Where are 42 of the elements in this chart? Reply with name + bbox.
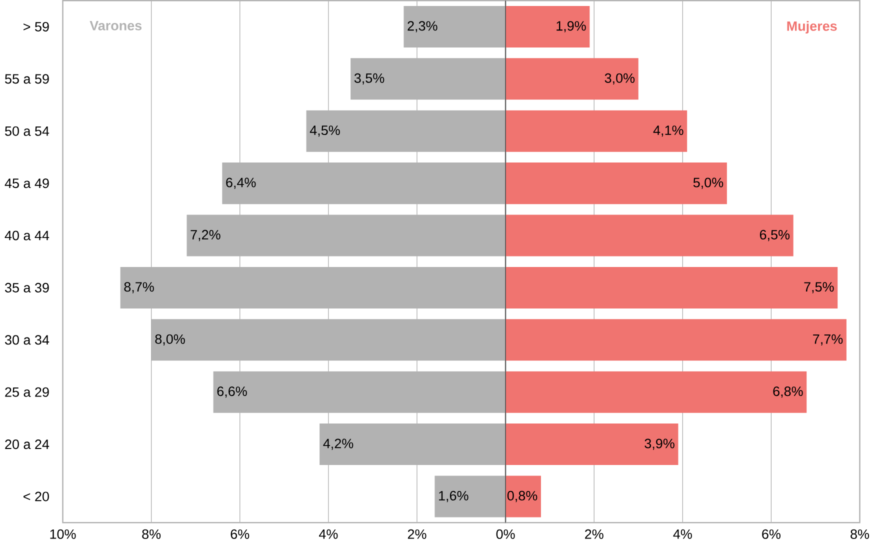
x-tick-label: 8%	[850, 529, 870, 539]
x-tick-label: 8%	[142, 529, 161, 539]
data-label: 2,3%	[408, 20, 438, 32]
text: Mujeres	[787, 20, 837, 34]
data-label: 7,2%	[190, 230, 220, 241]
y-tick-label: 45 a 49	[4, 178, 49, 188]
y-tick-label: 55 a 59	[5, 74, 49, 84]
x-tick-label: 6%	[230, 529, 250, 539]
text: Varones	[90, 20, 142, 30]
data-label: 7,5%	[804, 282, 834, 294]
x-tick-label: 4%	[318, 529, 338, 539]
data-label: 6,8%	[773, 386, 803, 398]
x-tick-label: 4%	[673, 529, 692, 539]
y-tick-label: 40 a 44	[4, 230, 50, 240]
x-tick-label: 2%	[585, 529, 604, 539]
data-label: 6,6%	[217, 386, 247, 398]
y-tick-label: > 59	[24, 22, 49, 32]
x-tick-label: 10%	[50, 529, 76, 539]
x-tick-label: 2%	[408, 529, 426, 539]
data-label: 4,5%	[310, 125, 340, 136]
y-tick-label: 50 a 54	[5, 126, 50, 136]
data-label: 8,7%	[124, 282, 154, 294]
y-tick-label: 30 a 34	[5, 334, 50, 344]
data-label: 8,0%	[155, 334, 185, 346]
y-tick-label: 25 a 29	[5, 387, 49, 397]
x-tick-label: 6%	[762, 529, 780, 539]
data-label: 0,8%	[507, 490, 538, 502]
y-tick-label: 20 a 24	[5, 439, 50, 449]
x-tick-label: 0%	[496, 529, 515, 539]
data-label: 1,6%	[439, 490, 468, 502]
data-label: 4,1%	[653, 125, 684, 136]
data-label: 3,9%	[644, 438, 674, 450]
y-tick-label: < 20	[24, 492, 49, 502]
data-label: 7,7%	[813, 334, 843, 346]
data-label: 6,5%	[760, 230, 790, 241]
y-tick-label: 35 a 39	[5, 282, 49, 292]
data-label: 6,4%	[226, 178, 256, 189]
data-label: 3,0%	[604, 73, 635, 84]
data-label: 5,0%	[693, 178, 724, 189]
data-label: 4,2%	[323, 438, 354, 450]
data-label: 1,9%	[556, 20, 586, 32]
data-label: 3,5%	[354, 73, 384, 84]
